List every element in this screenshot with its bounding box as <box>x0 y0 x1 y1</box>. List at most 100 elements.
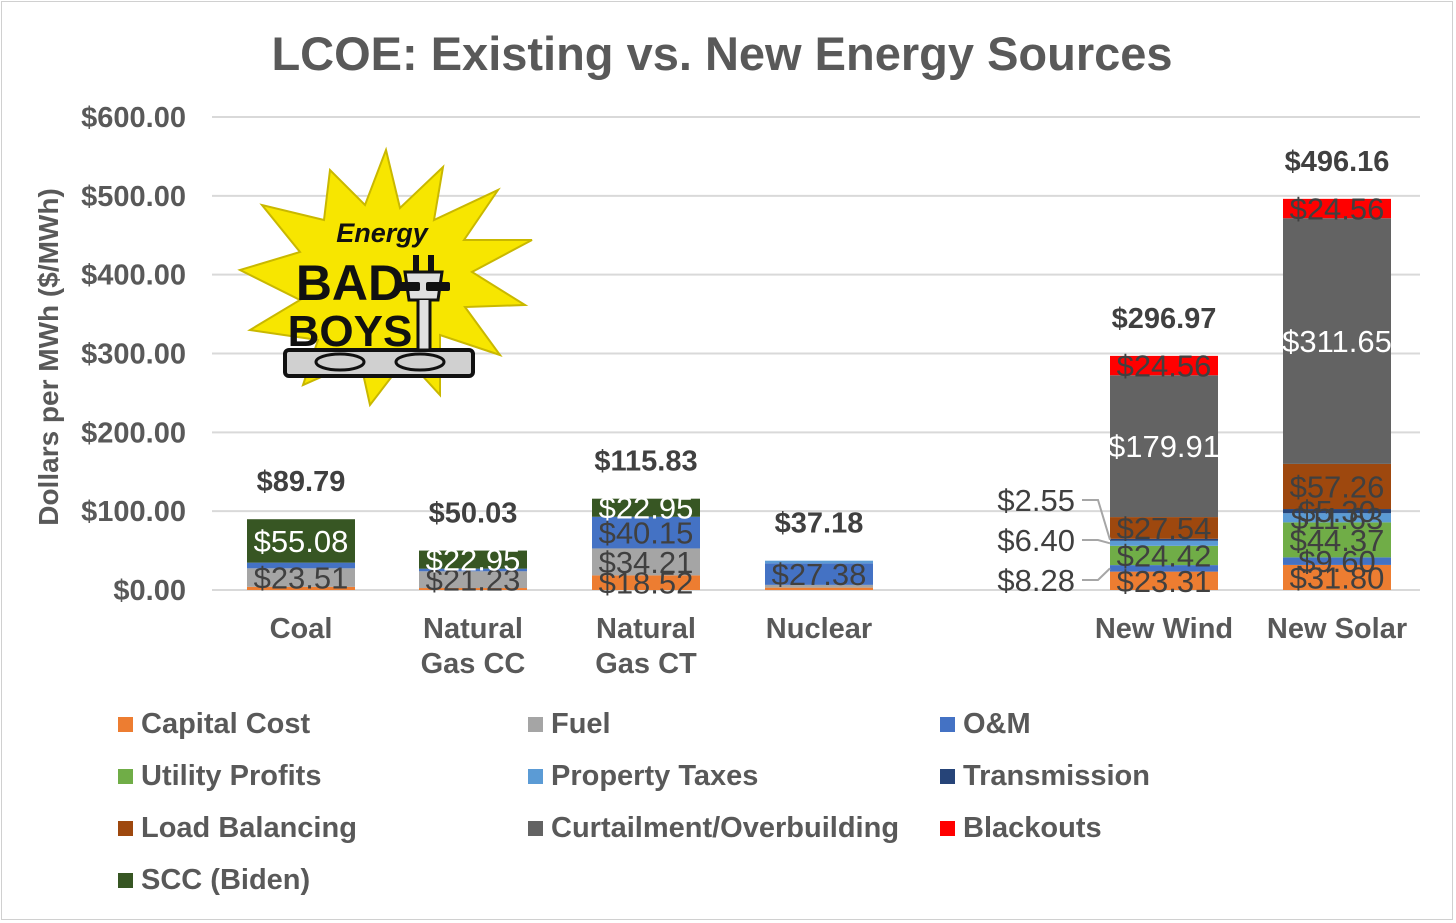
data-label: $34.21 <box>599 545 694 580</box>
legend-swatch <box>528 717 543 732</box>
data-label: $23.31 <box>1117 564 1212 599</box>
data-label: $55.08 <box>254 524 349 559</box>
energy-bad-boys-logo: Energy BAD BOYS <box>237 146 533 408</box>
data-label: $44.37 <box>1290 523 1385 558</box>
annotations: $2.55 $6.40 $8.28 <box>997 483 1111 598</box>
bars <box>247 198 1391 590</box>
legend-label: SCC (Biden) <box>141 864 311 896</box>
annotation-label: $6.40 <box>997 523 1075 558</box>
total-label: $89.79 <box>257 466 346 498</box>
bar-segment <box>765 587 873 590</box>
data-label: $311.65 <box>1282 324 1392 359</box>
data-label: $40.15 <box>599 516 694 551</box>
legend-item: Utility Profits <box>118 760 321 793</box>
bar-segment <box>1110 571 1218 590</box>
legend-item: Property Taxes <box>528 760 758 793</box>
bar-segment <box>1283 198 1391 219</box>
y-tick-label: $400.00 <box>81 260 186 292</box>
data-label: $9.60 <box>1298 544 1376 579</box>
bar-segment <box>419 550 527 569</box>
legend-swatch <box>118 769 133 784</box>
data-label: $5.30 <box>1298 494 1376 529</box>
bar-segment <box>1283 513 1391 523</box>
bar-segment <box>1110 517 1218 539</box>
bar-segment <box>592 548 700 576</box>
legend-label: O&M <box>963 708 1031 740</box>
plug-character-icon <box>396 255 450 352</box>
logo-text-bottom: BOYS <box>288 307 413 356</box>
data-label: $24.42 <box>1117 538 1212 573</box>
y-axis-ticks: $0.00 $100.00 $200.00 $300.00 $400.00 $500.00… <box>81 102 186 607</box>
total-label: $115.83 <box>594 446 697 478</box>
bar-segment <box>247 519 355 563</box>
total-label: $296.97 <box>1112 303 1217 335</box>
bar-segment <box>1110 355 1218 376</box>
data-label: $179.91 <box>1108 429 1220 464</box>
y-tick-label: $600.00 <box>81 102 186 134</box>
bar-segment <box>1110 540 1218 546</box>
legend-swatch <box>528 769 543 784</box>
legend-label: Utility Profits <box>141 760 322 792</box>
legend-label: Blackouts <box>963 812 1102 844</box>
outlet-icon <box>314 352 366 372</box>
legend-item: Curtailment/Overbuilding <box>528 812 899 845</box>
bar-segment <box>247 586 355 590</box>
bar-segment <box>765 560 873 564</box>
bar-segment <box>419 588 527 590</box>
data-label: $31.80 <box>1290 560 1385 595</box>
x-tick-label: New Solar <box>1267 613 1407 645</box>
bar-segment <box>1283 463 1391 510</box>
y-tick-label: $0.00 <box>113 575 186 607</box>
data-label: $24.56 <box>1117 349 1212 384</box>
legend-label: Transmission <box>963 760 1150 792</box>
legend-item: O&M <box>940 708 1031 741</box>
bar-segment <box>247 562 355 569</box>
bar-segment <box>592 498 700 517</box>
bar-segment <box>592 516 700 549</box>
legend-item: Load Balancing <box>118 812 357 845</box>
y-axis-label: Dollars per MWh ($/MWh) <box>33 188 64 526</box>
data-label: $23.51 <box>254 561 349 596</box>
bar-segment <box>765 563 873 585</box>
logo-text-top: Energy <box>336 218 430 248</box>
legend-item: Transmission <box>940 760 1150 793</box>
legend-label: Capital Cost <box>141 708 311 740</box>
bar-segment <box>1110 545 1218 566</box>
annotation-label: $2.55 <box>997 483 1075 518</box>
x-tick-label: Gas CT <box>595 648 697 680</box>
segment-labels: $23.51$55.08$21.23$22.95$18.52$34.21$40.… <box>254 192 1392 601</box>
legend-item: Fuel <box>528 708 611 741</box>
data-label: $22.95 <box>599 491 694 526</box>
leader-line <box>1082 567 1111 581</box>
legend-swatch <box>940 821 955 836</box>
data-label: $21.23 <box>426 563 521 598</box>
legend-item: Blackouts <box>940 812 1102 845</box>
legend-label: Curtailment/Overbuilding <box>551 812 900 844</box>
legend-swatch <box>940 717 955 732</box>
y-tick-label: $300.00 <box>81 339 186 371</box>
legend-label: Property Taxes <box>551 760 759 792</box>
total-label: $50.03 <box>429 498 518 530</box>
bar-segment <box>1110 375 1218 518</box>
legend-label: Load Balancing <box>141 812 357 844</box>
bar-segment <box>247 568 355 587</box>
bar-segment <box>1110 538 1218 541</box>
data-label: $24.56 <box>1290 192 1385 227</box>
data-label: $11.63 <box>1291 501 1384 536</box>
x-tick-label: Coal <box>270 613 333 645</box>
legend-item: SCC (Biden) <box>118 864 310 897</box>
legend-swatch <box>118 821 133 836</box>
data-label: $18.52 <box>599 566 694 601</box>
total-label: $496.16 <box>1285 146 1390 178</box>
data-label: $57.26 <box>1290 469 1385 504</box>
y-tick-label: $200.00 <box>81 417 186 449</box>
bar-segment <box>1110 565 1218 572</box>
x-tick-label: Gas CC <box>421 648 526 680</box>
data-label: $22.95 <box>426 543 521 578</box>
x-tick-label: Natural <box>423 613 523 645</box>
data-label: $27.38 <box>772 557 867 592</box>
leader-line <box>1082 539 1111 545</box>
leader-line <box>1082 499 1111 541</box>
